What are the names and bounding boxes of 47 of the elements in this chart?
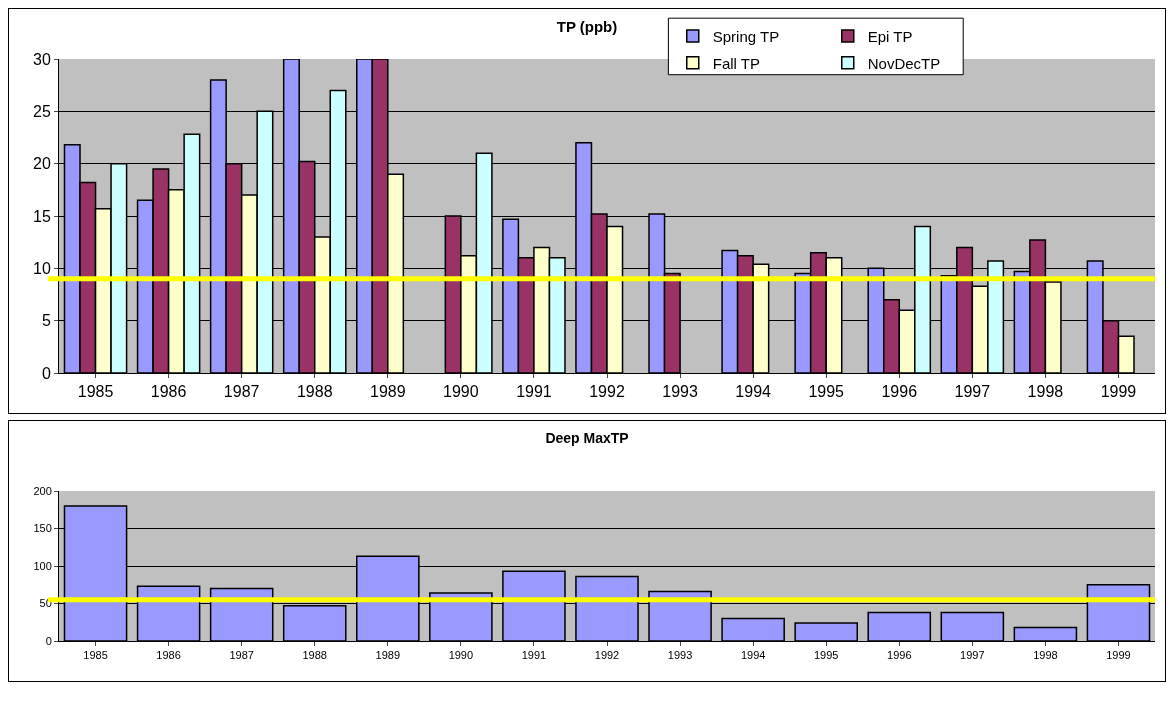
x-tick-label: 1994 <box>735 383 772 401</box>
chart-title: Deep MaxTP <box>545 429 629 446</box>
x-tick-label: 1985 <box>77 383 114 401</box>
y-tick-label: 20 <box>33 155 51 173</box>
y-tick-label: 200 <box>33 484 52 497</box>
legend-label: NovDecTP <box>867 54 941 72</box>
x-tick-label: 1990 <box>448 649 474 662</box>
y-tick-label: 10 <box>33 259 51 277</box>
x-tick-label: 1998 <box>1033 649 1058 662</box>
x-tick-label: 1987 <box>229 649 254 662</box>
x-tick-label: 1986 <box>150 383 187 401</box>
x-tick-label: 1993 <box>667 649 693 662</box>
x-tick-label: 1996 <box>881 383 918 401</box>
legend-label: Epi TP <box>867 27 913 45</box>
x-tick-label: 1999 <box>1100 383 1137 401</box>
x-tick-label: 1988 <box>302 649 327 662</box>
x-tick-label: 1991 <box>516 383 552 401</box>
x-tick-label: 1997 <box>954 383 991 401</box>
y-tick-label: 100 <box>33 559 52 572</box>
x-tick-label: 1992 <box>589 383 625 401</box>
y-tick-label: 0 <box>45 634 52 647</box>
x-tick-label: 1990 <box>443 383 479 401</box>
x-tick-label: 1999 <box>1106 649 1131 662</box>
x-tick-label: 1993 <box>662 383 698 401</box>
x-tick-label: 1991 <box>521 649 547 662</box>
y-tick-label: 0 <box>41 364 51 382</box>
x-tick-label: 1992 <box>594 649 620 662</box>
y-tick-label: 5 <box>41 312 51 330</box>
y-tick-label: 150 <box>33 522 52 535</box>
x-tick-label: 1988 <box>296 383 333 401</box>
x-tick-label: 1989 <box>370 383 406 401</box>
chart-title: TP (ppb) <box>556 17 618 35</box>
x-tick-label: 1985 <box>83 649 108 662</box>
y-tick-label: 25 <box>33 102 51 120</box>
x-tick-label: 1986 <box>156 649 181 662</box>
x-tick-label: 1998 <box>1027 383 1064 401</box>
y-tick-label: 15 <box>33 207 51 225</box>
legend-label: Spring TP <box>712 27 780 45</box>
x-tick-label: 1989 <box>375 649 401 662</box>
x-tick-label: 1995 <box>808 383 845 401</box>
x-tick-label: 1996 <box>887 649 912 662</box>
x-tick-label: 1995 <box>813 649 839 662</box>
y-tick-label: 30 <box>33 50 51 68</box>
x-tick-label: 1994 <box>740 649 766 662</box>
legend-label: Fall TP <box>712 54 760 72</box>
x-tick-label: 1987 <box>223 383 260 401</box>
x-tick-label: 1997 <box>960 649 985 662</box>
